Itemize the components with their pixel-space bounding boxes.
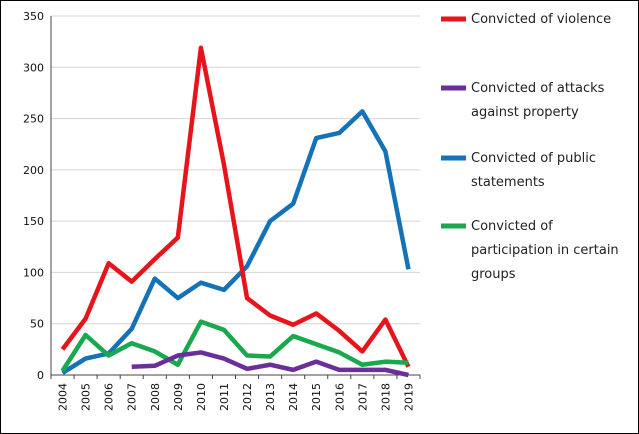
x-tick-label: 2007 <box>126 383 139 411</box>
legend-label: statements <box>471 175 545 190</box>
legend-label: Convicted of public <box>471 151 596 166</box>
legend-label: participation in certain <box>471 243 619 258</box>
x-tick-label: 2013 <box>264 383 277 411</box>
legend-label: Convicted of <box>471 219 553 234</box>
x-tick-label: 2017 <box>356 383 369 411</box>
axes <box>50 16 421 379</box>
x-tick-label: 2011 <box>218 383 231 411</box>
series-line <box>61 109 411 375</box>
x-tick-label: 2018 <box>379 383 392 411</box>
x-tick-label: 2019 <box>402 383 415 411</box>
y-tick-label: 350 <box>23 10 44 23</box>
x-tick-label: 2006 <box>103 383 116 411</box>
y-tick-label: 250 <box>23 113 44 126</box>
y-tick-labels: 0 50 100 150 200 250 300 350 <box>23 10 44 382</box>
series-line <box>60 45 411 368</box>
x-tick-label: 2016 <box>333 383 346 411</box>
series-line <box>131 350 409 378</box>
x-tick-labels: 2004 2005 2006 2007 2008 2009 2010 2011 2012 2013… <box>57 383 416 411</box>
x-tick-label: 2005 <box>80 383 93 411</box>
x-tick-label: 2014 <box>287 383 300 411</box>
legend-label: against property <box>471 105 579 120</box>
legend-label: Convicted of violence <box>471 12 611 27</box>
x-tick-label: 2015 <box>310 383 323 411</box>
legend-label: groups <box>471 267 516 282</box>
y-tick-label: 300 <box>23 61 44 74</box>
x-tick-label: 2008 <box>149 383 162 411</box>
y-tick-label: 100 <box>23 266 44 279</box>
gridlines <box>51 15 420 325</box>
x-tick-label: 2009 <box>172 383 185 411</box>
series-line <box>60 319 409 373</box>
y-tick-label: 50 <box>30 318 44 331</box>
x-tick-label: 2012 <box>241 383 254 411</box>
legend: Convicted of violence Convicted of attack… <box>441 12 619 282</box>
y-tick-label: 0 <box>37 369 44 382</box>
legend-label: Convicted of attacks <box>471 81 605 96</box>
series-lines <box>60 45 411 378</box>
x-tick-label: 2004 <box>57 383 70 411</box>
y-tick-label: 200 <box>23 164 44 177</box>
x-tick-label: 2010 <box>195 383 208 411</box>
y-tick-label: 150 <box>23 215 44 228</box>
